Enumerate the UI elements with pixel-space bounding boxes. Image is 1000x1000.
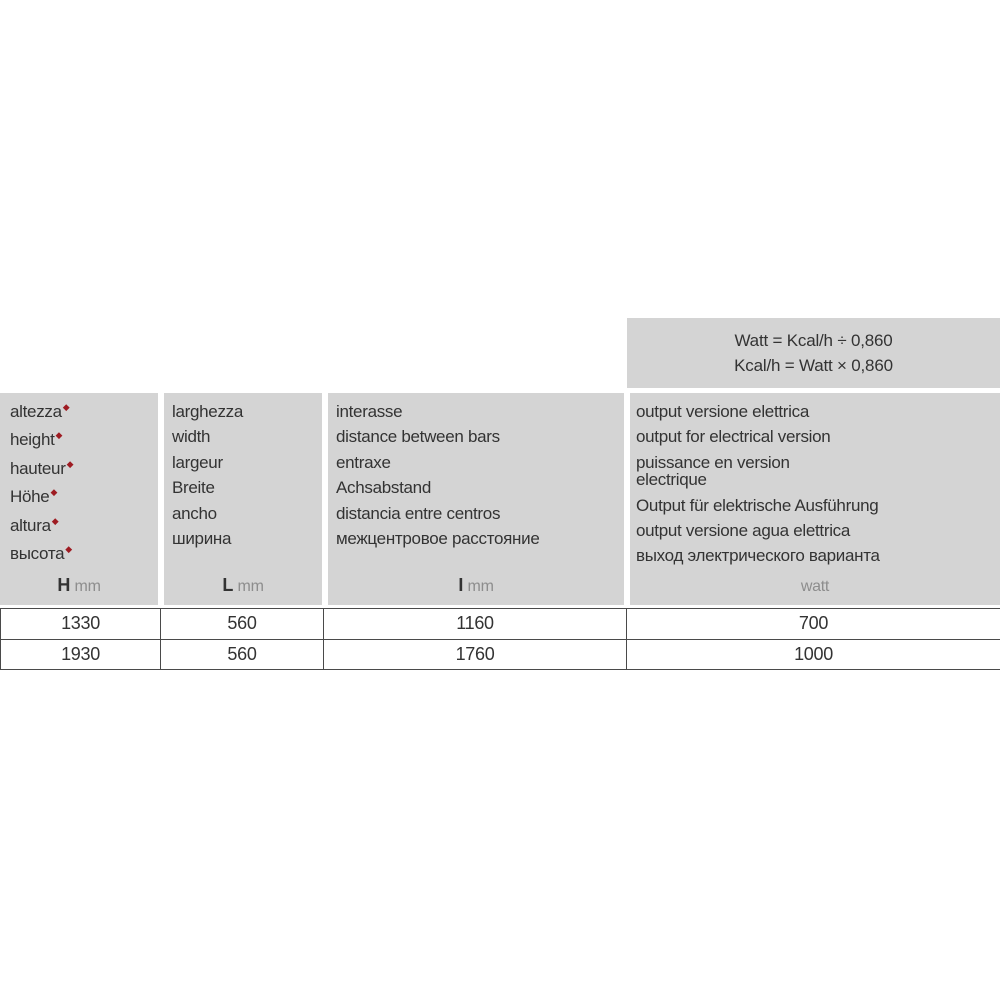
table-row: 1330 560 1160 700	[1, 609, 1000, 640]
label-text: Höhe	[10, 487, 50, 507]
formula-line-2: Kcal/h = Watt × 0,860	[734, 356, 893, 375]
cell-watt: 700	[798, 613, 829, 634]
label-width-it: larghezza	[172, 402, 244, 421]
label-distance-it: interasse	[336, 402, 403, 421]
label-text: height	[10, 430, 55, 450]
header-labels-height: altezza◆ height◆ hauteur◆ Höhe◆ altura◆ …	[0, 393, 158, 575]
label-width-es: ancho	[172, 503, 217, 523]
spec-data-table: 1330 560 1160 700 1930 560 1760 1000	[0, 608, 1000, 670]
label-distance-fr: entraxe	[336, 452, 391, 472]
label-height-de: Höhe◆	[10, 484, 158, 512]
cell-distance: 1760	[324, 639, 627, 669]
label-output-it: output versione elettrica	[636, 402, 809, 421]
label-height-ru: высота◆	[10, 541, 158, 569]
label-text: altura	[10, 515, 51, 535]
label-text: hauteur	[10, 458, 66, 478]
unit-symbol: L	[222, 575, 234, 595]
label-distance-es: distancia entre centros	[336, 503, 501, 523]
unit-symbol: H	[57, 575, 71, 595]
cell-height: 1930	[1, 639, 161, 669]
label-output-de: Output für elektrische Ausführung	[636, 495, 879, 515]
label-text: altezza	[10, 402, 62, 421]
diamond-icon: ◆	[50, 487, 58, 498]
header-column-distance: interasse distance between bars entraxe …	[328, 393, 624, 605]
unit-symbol: I	[458, 575, 464, 595]
unit-text: mm	[237, 578, 264, 595]
cell-watt: 1000	[794, 643, 833, 664]
diamond-icon: ◆	[66, 458, 74, 469]
cell-height: 1330	[1, 609, 161, 639]
label-output-en: output for electrical version	[636, 427, 831, 447]
unit-height: H mm	[0, 575, 158, 605]
label-output-it-water: output versione agua elettrica	[636, 521, 851, 541]
label-width-en: width	[172, 427, 211, 447]
label-output-fr-2: electrique	[636, 470, 707, 490]
diamond-icon: ◆	[65, 544, 72, 555]
label-output-fr-1: puissance en version	[636, 452, 790, 472]
diamond-icon: ◆	[51, 515, 59, 526]
cell-width: 560	[161, 609, 324, 639]
diamond-icon: ◆	[55, 430, 63, 441]
label-text: высота	[10, 544, 65, 564]
label-height-en: height◆	[10, 427, 158, 455]
header-labels-width: larghezza width largeur Breite ancho шир…	[164, 393, 322, 575]
unit-output: watt	[630, 578, 1000, 605]
unit-text: mm	[467, 578, 494, 595]
conversion-formula-box: Watt = Kcal/h ÷ 0,860 Kcal/h = Watt × 0,…	[627, 318, 1000, 388]
label-width-ru: ширина	[172, 529, 232, 549]
cell-distance: 1160	[324, 609, 627, 639]
label-height-fr: hauteur◆	[10, 456, 158, 484]
label-distance-de: Achsabstand	[336, 478, 431, 498]
label-height-it: altezza◆	[10, 399, 158, 427]
unit-width: L mm	[164, 575, 322, 605]
header-labels-distance: interasse distance between bars entraxe …	[328, 393, 624, 575]
header-column-width: larghezza width largeur Breite ancho шир…	[164, 393, 322, 605]
unit-distance: I mm	[328, 575, 624, 605]
label-distance-ru: межцентровое расстояние	[336, 529, 540, 549]
unit-text: mm	[74, 578, 101, 595]
header-column-height: altezza◆ height◆ hauteur◆ Höhe◆ altura◆ …	[0, 393, 158, 605]
header-labels-output: output versione elettrica output for ele…	[630, 393, 1000, 578]
unit-text: watt	[800, 578, 830, 595]
label-width-fr: largeur	[172, 452, 223, 472]
label-output-ru: выход электрического варианта	[636, 546, 880, 566]
label-height-es: altura◆	[10, 513, 158, 541]
header-column-output: output versione elettrica output for ele…	[630, 393, 1000, 605]
diamond-icon: ◆	[62, 402, 70, 412]
formula-line-1: Watt = Kcal/h ÷ 0,860	[734, 331, 893, 350]
table-row: 1930 560 1760 1000	[1, 639, 1000, 670]
cell-width: 560	[161, 639, 324, 669]
label-width-de: Breite	[172, 478, 215, 498]
label-distance-en: distance between bars	[336, 427, 500, 447]
